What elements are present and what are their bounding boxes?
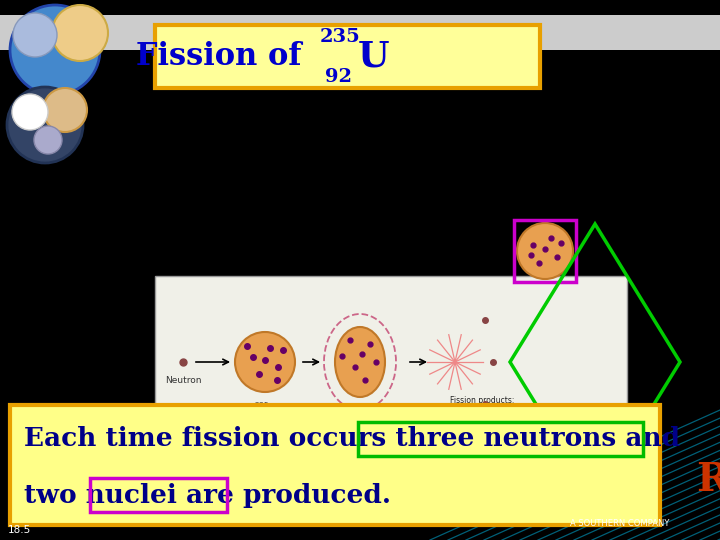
Text: R: R	[696, 461, 720, 499]
Text: 92: 92	[325, 69, 353, 86]
Text: Neutron: Neutron	[165, 376, 202, 385]
Circle shape	[517, 445, 573, 501]
Text: $^{236}$U: $^{236}$U	[349, 417, 371, 431]
Ellipse shape	[335, 327, 385, 397]
Text: U: U	[358, 39, 389, 73]
Circle shape	[13, 13, 57, 57]
Bar	[155, 276, 627, 448]
Text: two nuclei are produced.: two nuclei are produced.	[24, 483, 391, 508]
Bar	[155, 25, 540, 88]
Text: $^{235}$U: $^{235}$U	[253, 400, 276, 414]
Bar	[0, 15, 720, 50]
Text: 18.5: 18.5	[8, 525, 31, 535]
Bar	[514, 220, 576, 282]
Text: Each time fission occurs three neutrons and: Each time fission occurs three neutrons …	[24, 426, 680, 451]
Bar	[358, 422, 643, 456]
Circle shape	[34, 126, 62, 154]
Text: (unstable): (unstable)	[335, 427, 385, 437]
Text: Fission of: Fission of	[136, 41, 312, 72]
Text: A SOUTHERN COMPANY: A SOUTHERN COMPANY	[570, 519, 670, 528]
Circle shape	[235, 332, 295, 392]
Circle shape	[12, 94, 48, 130]
Circle shape	[52, 5, 108, 61]
Bar	[514, 442, 576, 504]
Circle shape	[7, 87, 83, 163]
Circle shape	[517, 223, 573, 279]
Circle shape	[43, 88, 87, 132]
Circle shape	[10, 5, 100, 95]
Bar	[10, 405, 660, 525]
Bar	[90, 478, 227, 512]
Text: 235: 235	[320, 29, 360, 46]
Text: Fission products:
three neutrons and
two nuclei (mass numbers
85 to 105 and 130 : Fission products: three neutrons and two…	[450, 396, 551, 440]
